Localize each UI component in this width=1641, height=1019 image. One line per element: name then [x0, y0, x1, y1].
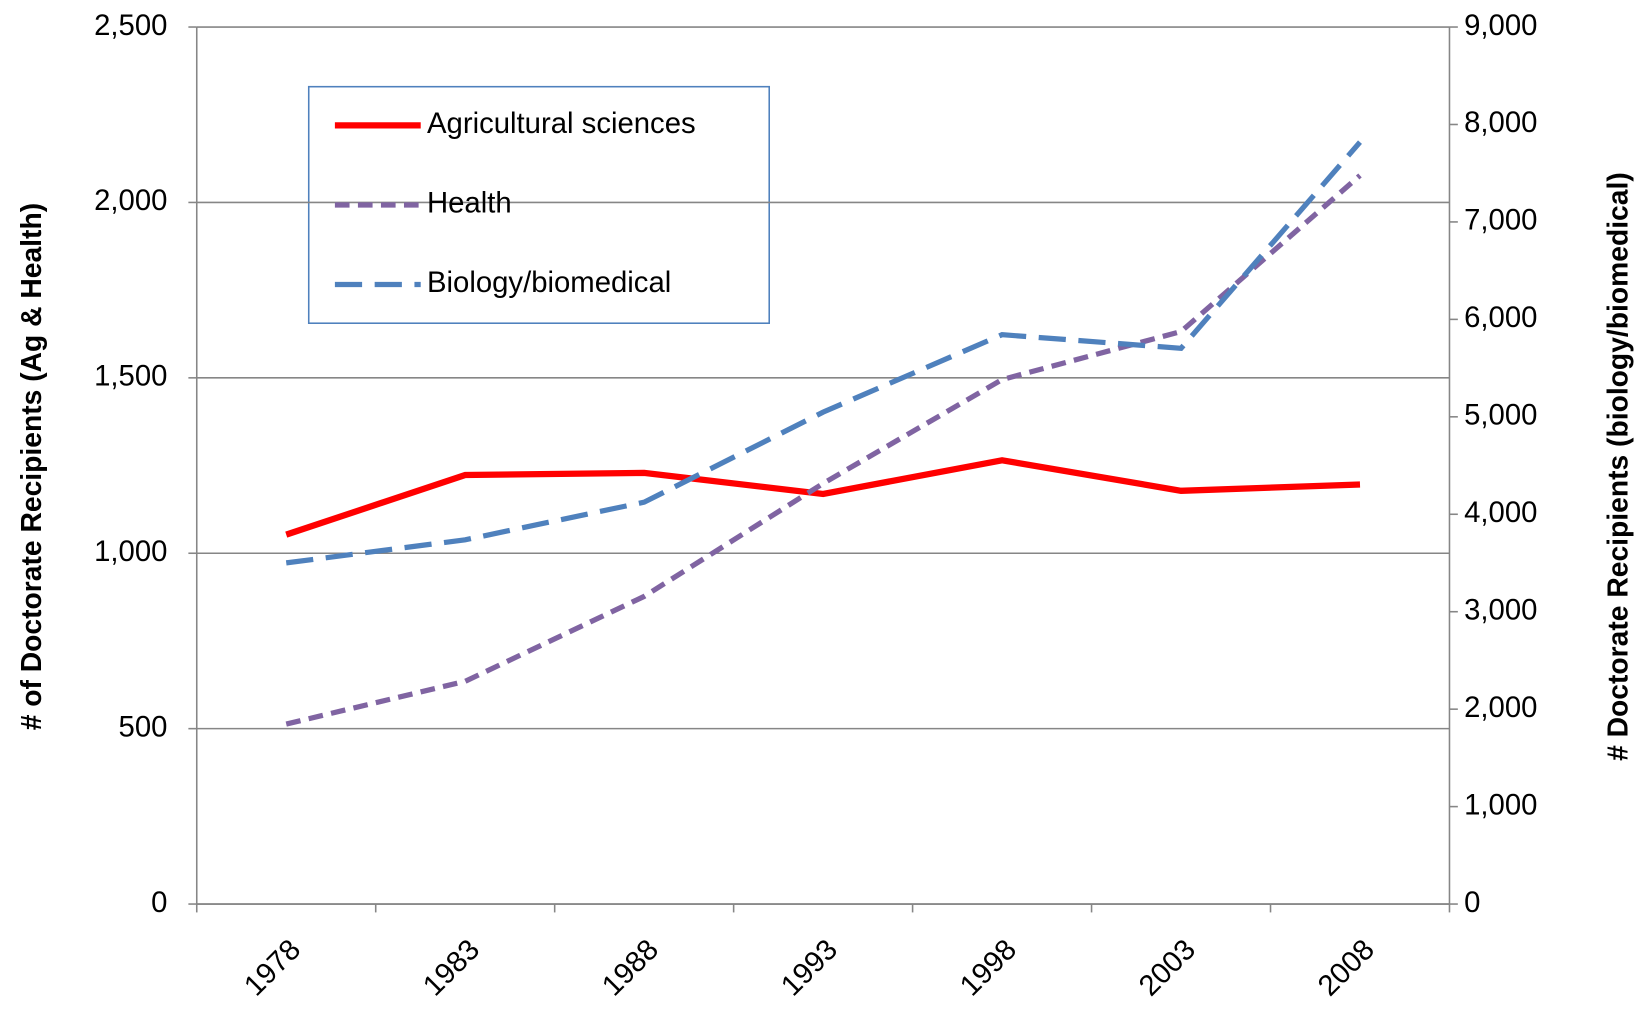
legend-label: Agricultural sciences — [427, 107, 696, 140]
x-tick-label: 1978 — [238, 933, 307, 1002]
series-line — [285, 457, 1361, 538]
y-axis-title: # of Doctorate Recipients (Ag & Health) — [15, 203, 47, 730]
legend-label: Biology/biomedical — [427, 266, 671, 299]
x-tick-label: 1998 — [954, 933, 1023, 1002]
y2-tick-label: 1,000 — [1464, 788, 1537, 821]
y-tick-label: 2,000 — [94, 184, 167, 217]
y2-tick-label: 7,000 — [1464, 204, 1537, 237]
x-tick-label: 1988 — [596, 933, 665, 1002]
series-line — [285, 140, 1362, 566]
y-tick-label: 0 — [151, 886, 167, 919]
x-tick-label: 2008 — [1311, 933, 1380, 1002]
y2-tick-label: 2,000 — [1464, 691, 1537, 724]
y2-tick-label: 3,000 — [1464, 593, 1537, 626]
y-tick-label: 2,500 — [94, 9, 167, 42]
y2-tick-label: 6,000 — [1464, 301, 1537, 334]
legend-label: Health — [427, 187, 512, 220]
x-tick-label: 2003 — [1132, 933, 1201, 1002]
x-tick-label: 1993 — [775, 933, 844, 1002]
y2-tick-label: 4,000 — [1464, 496, 1537, 529]
y2-axis-title: # Doctorate Recipients (biology/biomedic… — [1602, 172, 1634, 761]
x-tick-label: 1983 — [417, 933, 486, 1002]
y2-tick-label: 9,000 — [1464, 9, 1537, 42]
y2-tick-label: 0 — [1464, 886, 1480, 919]
y2-tick-label: 5,000 — [1464, 399, 1537, 432]
y2-tick-label: 8,000 — [1464, 106, 1537, 139]
y-tick-label: 1,500 — [94, 360, 167, 393]
y-tick-label: 500 — [119, 710, 168, 743]
y-tick-label: 1,000 — [94, 535, 167, 568]
